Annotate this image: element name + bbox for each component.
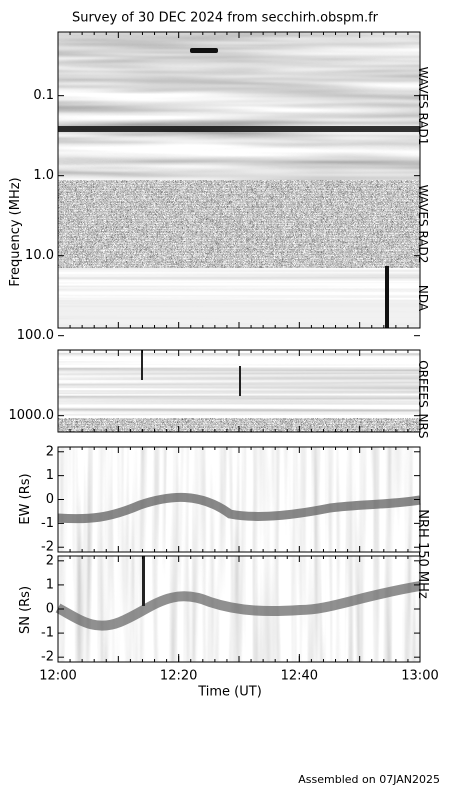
footer: Assembled on 07JAN2025 [298, 773, 440, 786]
instrument-label: WAVES RAD1 [416, 67, 430, 146]
x-tick-label: 12:00 [39, 669, 76, 684]
ew-source [57, 493, 421, 524]
sn-source [55, 581, 421, 631]
y-tick-label: 1000.0 [9, 408, 55, 423]
y-tick-label: 0.1 [33, 88, 54, 103]
y-tick-label: 100.0 [17, 328, 54, 343]
instrument-label: NRS [416, 414, 430, 439]
y-axis-label: EW (Rs) [18, 473, 33, 524]
nrs-spectrum [58, 418, 420, 432]
rad1-band [58, 126, 420, 132]
y-tick-label: 1 [46, 468, 54, 483]
x-axis-label: Time (UT) [197, 685, 262, 700]
sn-burst [142, 556, 145, 606]
y-tick-label: 1 [46, 577, 54, 592]
y-tick-label: -1 [41, 516, 54, 531]
rad1-burst [190, 48, 218, 53]
y-tick-label: 10.0 [25, 248, 54, 263]
y-axis-label: SN (Rs) [18, 586, 33, 634]
y-tick-label: 1.0 [33, 168, 54, 183]
x-tick-label: 12:40 [281, 669, 318, 684]
y-tick-label: -1 [41, 626, 54, 641]
x-tick-label: 12:20 [160, 669, 197, 684]
rad2-spectrum [58, 180, 420, 268]
instrument-label: NRH 150 MHz [415, 509, 430, 599]
rad1-spectrum [58, 32, 420, 180]
x-tick-label: 13:00 [401, 669, 438, 684]
y-tick-label: 2 [46, 553, 54, 568]
chart-title: Survey of 30 DEC 2024 from secchirh.obsp… [72, 11, 379, 26]
y-axis-label: Frequency (MHz) [8, 177, 23, 286]
instrument-label: NDA [416, 285, 430, 312]
y-tick-label: 0 [46, 492, 54, 507]
nda-burst [385, 266, 389, 328]
y-tick-label: -2 [41, 650, 54, 665]
y-tick-label: 0 [46, 602, 54, 617]
ew-image [58, 447, 420, 552]
instrument-label: ORFEES [416, 360, 430, 407]
instrument-label: WAVES RAD2 [416, 185, 430, 264]
y-tick-label: -2 [41, 540, 54, 555]
y-tick-label: 2 [46, 444, 54, 459]
